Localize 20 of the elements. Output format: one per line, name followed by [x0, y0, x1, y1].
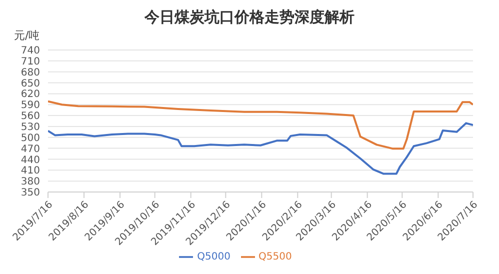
legend-label: Q5000 [197, 252, 230, 263]
line-series [48, 100, 473, 150]
y-tick-label: 350 [20, 188, 40, 199]
y-tick-label: 410 [20, 166, 40, 177]
y-tick-label: 650 [20, 78, 40, 90]
y-tick-label: 740 [20, 46, 40, 57]
y-tick-label: 530 [20, 122, 40, 134]
y-tick-label: 440 [20, 154, 40, 166]
y-tick-label: 710 [20, 56, 40, 68]
line-series [48, 122, 473, 175]
y-tick-label: 620 [20, 89, 40, 100]
y-tick-label: 380 [20, 176, 40, 188]
legend-label: Q5500 [258, 252, 292, 263]
y-axis-title: 元/吨 [14, 28, 40, 43]
y-tick-label: 500 [20, 132, 40, 144]
chart-title: 今日煤炭坑口价格走势深度解析 [143, 8, 356, 28]
y-tick-label: 590 [20, 100, 40, 112]
y-tick-label: 470 [20, 144, 40, 155]
y-tick-label: 560 [20, 111, 40, 122]
y-tick-label: 680 [20, 67, 40, 78]
